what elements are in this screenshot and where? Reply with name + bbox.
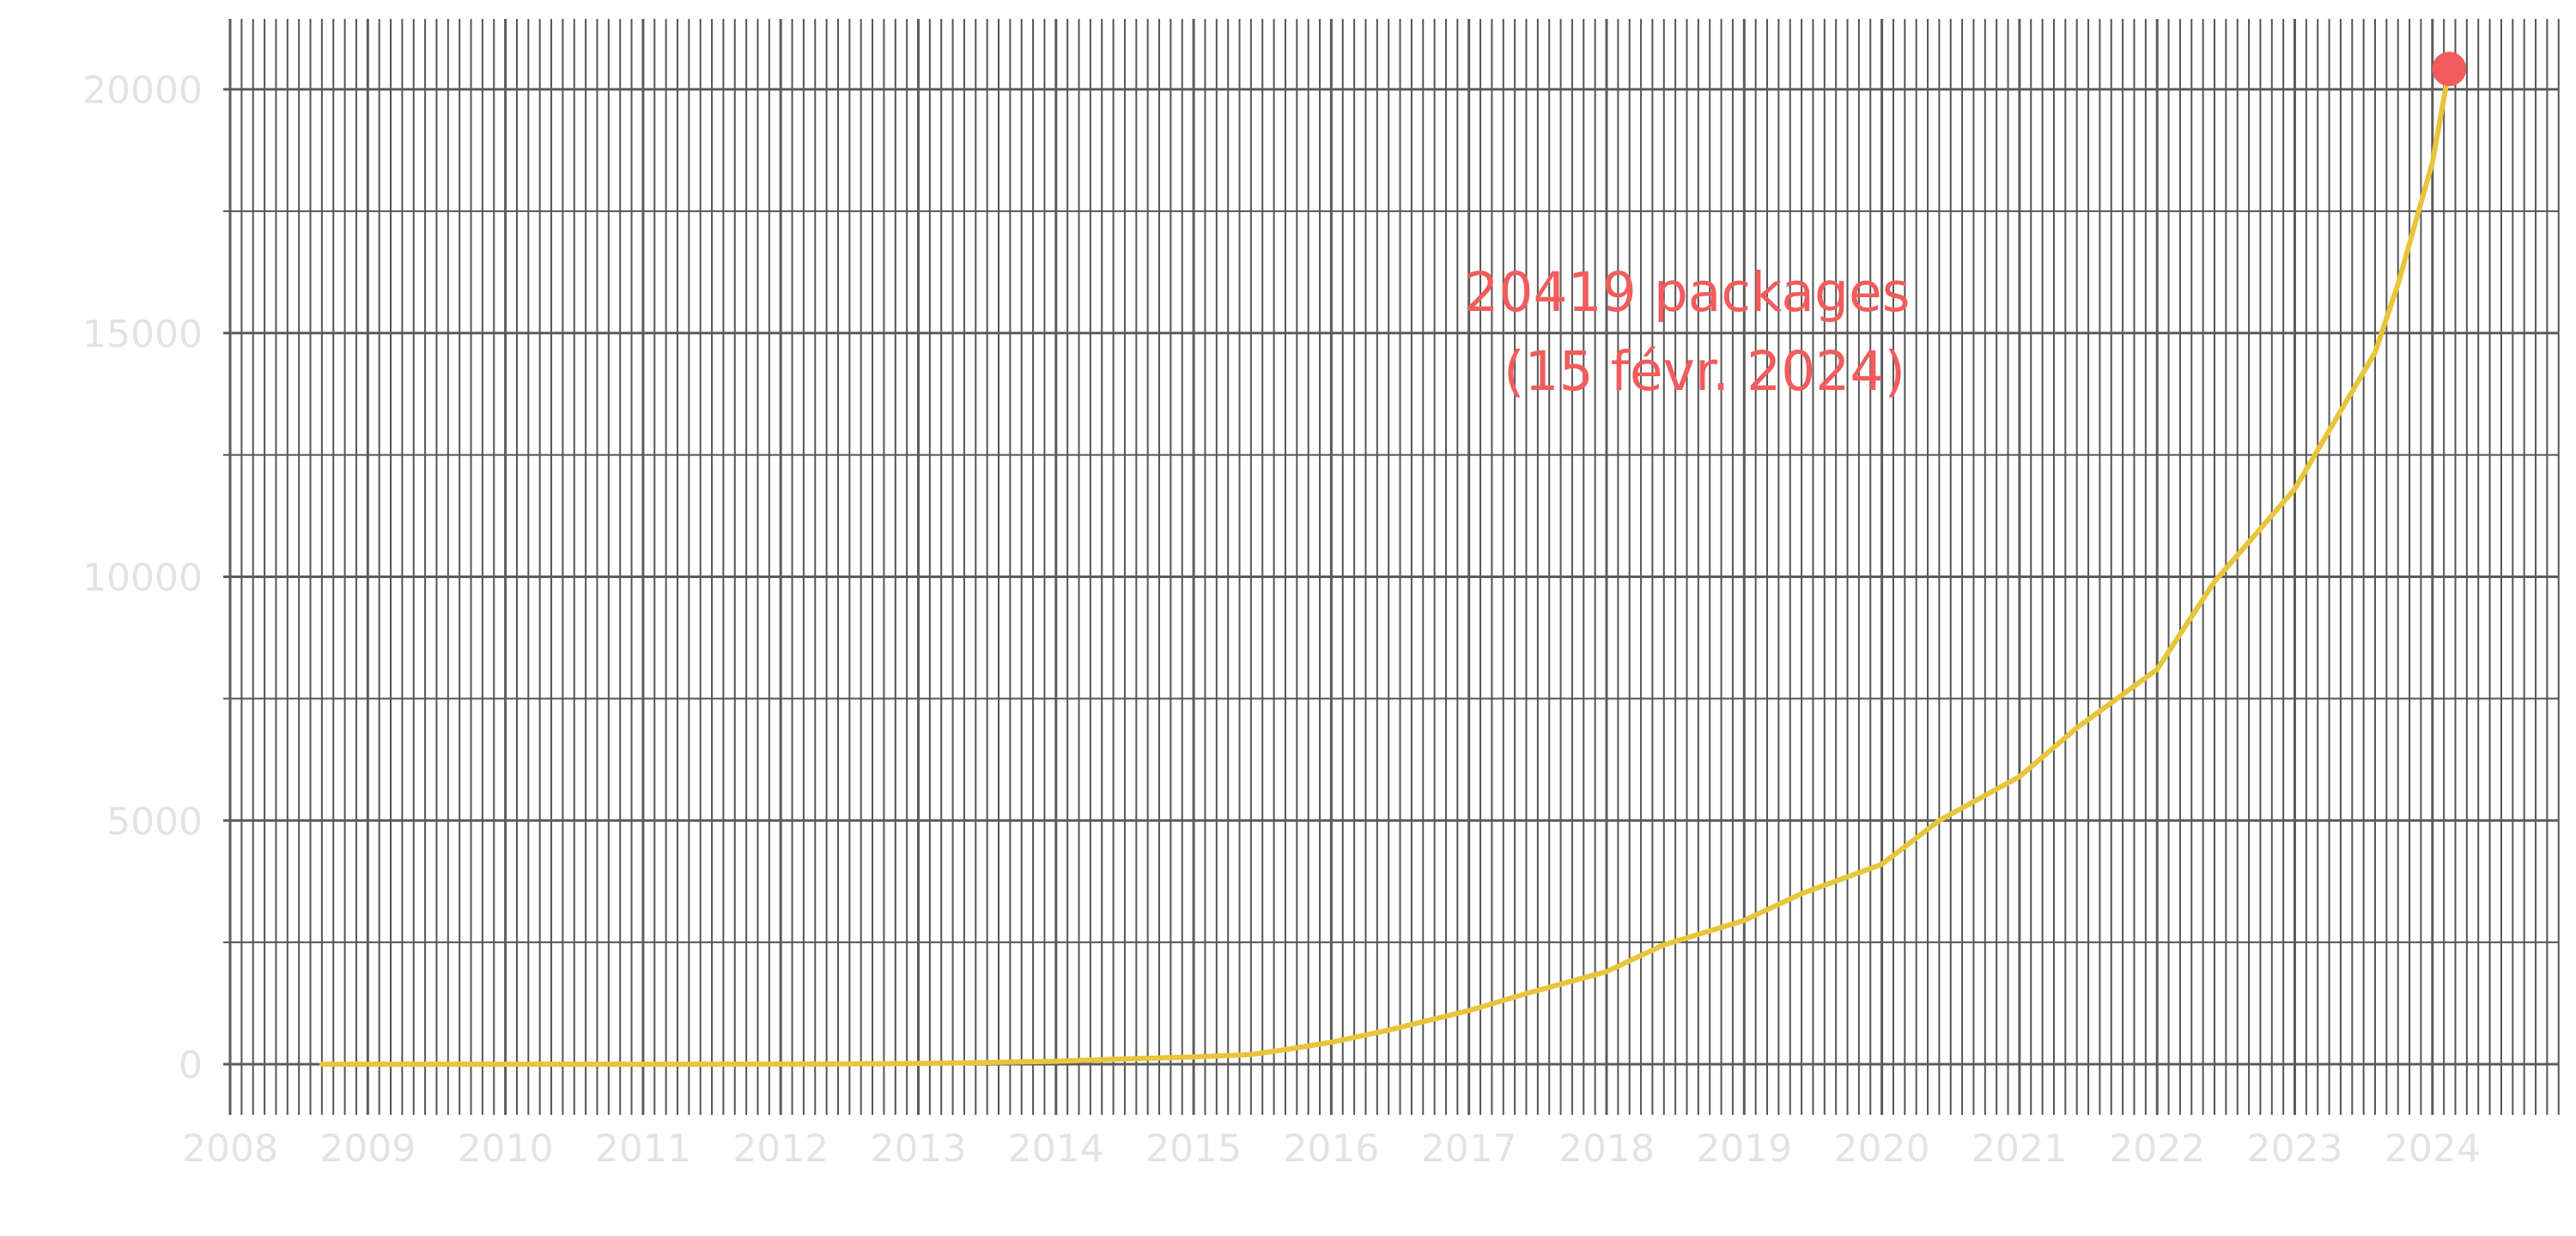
y-tick-label: 0 xyxy=(179,1044,203,1087)
x-tick-label: 2010 xyxy=(458,1127,554,1171)
x-tick-label: 2015 xyxy=(1145,1127,1242,1171)
x-tick-label: 2018 xyxy=(1558,1127,1655,1171)
x-tick-label: 2014 xyxy=(1008,1127,1104,1171)
x-tick-label: 2016 xyxy=(1283,1127,1379,1171)
x-tick-label: 2024 xyxy=(2385,1127,2481,1171)
x-tick-label: 2020 xyxy=(1834,1127,1930,1171)
x-tick-label: 2013 xyxy=(871,1127,967,1171)
annotation-group: 20419 packages (15 févr. 2024) xyxy=(1464,261,1910,403)
x-tick-label: 2022 xyxy=(2109,1127,2205,1171)
annotation-line-2: (15 févr. 2024) xyxy=(1504,340,1905,403)
x-tick-label: 2017 xyxy=(1421,1127,1517,1171)
x-tick-label: 2019 xyxy=(1696,1127,1792,1171)
grid-major-lines xyxy=(223,19,2559,1115)
y-tick-label: 20000 xyxy=(82,69,203,113)
series-line xyxy=(319,66,2452,1067)
x-tick-label: 2021 xyxy=(1971,1127,2068,1171)
x-tick-label: 2012 xyxy=(732,1127,829,1171)
grid-minor-lines xyxy=(223,19,2560,1115)
x-tick-label: 2008 xyxy=(182,1127,278,1171)
x-axis-tick-labels: 2008 2009 2010 2011 2012 2013 2014 2015 2016 2017… xyxy=(182,1127,2481,1171)
x-tick-label: 2011 xyxy=(595,1127,691,1171)
y-tick-label: 10000 xyxy=(82,557,203,600)
y-tick-label: 5000 xyxy=(106,800,203,843)
annotation-line-1: 20419 packages xyxy=(1464,261,1910,324)
x-tick-label: 2023 xyxy=(2247,1127,2343,1171)
series-layer xyxy=(319,52,2467,1067)
y-tick-label: 15000 xyxy=(82,313,203,356)
latest-point-marker xyxy=(2432,52,2467,87)
y-axis-tick-labels: 0 5000 10000 15000 20000 xyxy=(82,69,203,1087)
x-tick-label: 2009 xyxy=(319,1127,416,1171)
